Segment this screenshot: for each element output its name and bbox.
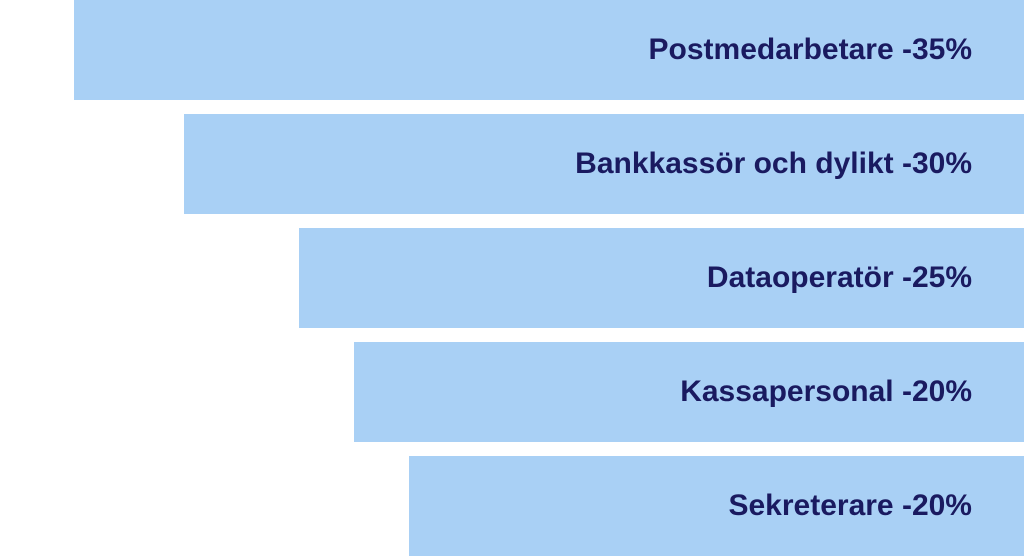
bar-label: Dataoperatör -25%	[707, 261, 972, 295]
declining-jobs-bar-chart: Postmedarbetare -35% Bankkassör och dylik…	[0, 0, 1024, 558]
bar: Kassapersonal -20%	[354, 342, 1024, 442]
bar-row: Dataoperatör -25%	[0, 228, 1024, 328]
bar: Sekreterare -20%	[409, 456, 1024, 556]
bar-label: Sekreterare -20%	[728, 489, 972, 523]
bar: Bankkassör och dylikt -30%	[184, 114, 1024, 214]
bar: Postmedarbetare -35%	[74, 0, 1024, 100]
bar-row: Postmedarbetare -35%	[0, 0, 1024, 100]
bar-label: Bankkassör och dylikt -30%	[575, 147, 972, 181]
bar: Dataoperatör -25%	[299, 228, 1024, 328]
bar-row: Bankkassör och dylikt -30%	[0, 114, 1024, 214]
bar-row: Sekreterare -20%	[0, 456, 1024, 556]
bar-row: Kassapersonal -20%	[0, 342, 1024, 442]
bar-label: Kassapersonal -20%	[680, 375, 972, 409]
bar-label: Postmedarbetare -35%	[649, 33, 972, 67]
